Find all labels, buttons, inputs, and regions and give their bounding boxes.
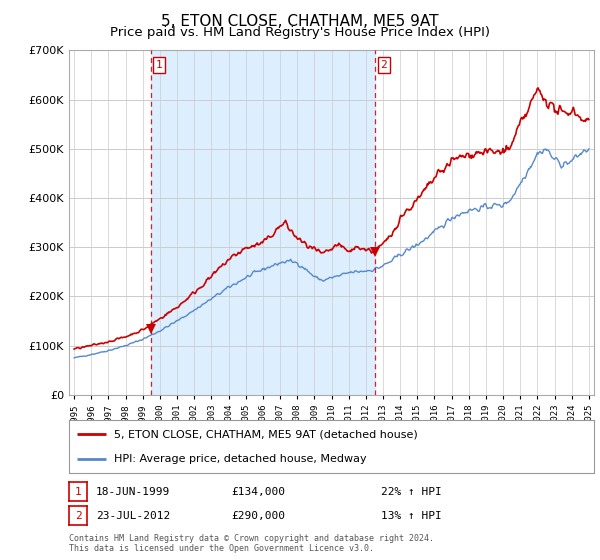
Text: 2: 2 — [380, 60, 387, 70]
Text: 5, ETON CLOSE, CHATHAM, ME5 9AT: 5, ETON CLOSE, CHATHAM, ME5 9AT — [161, 14, 439, 29]
Text: 18-JUN-1999: 18-JUN-1999 — [96, 487, 170, 497]
Text: 2: 2 — [74, 511, 82, 521]
Text: 5, ETON CLOSE, CHATHAM, ME5 9AT (detached house): 5, ETON CLOSE, CHATHAM, ME5 9AT (detache… — [113, 430, 418, 440]
Text: 1: 1 — [156, 60, 163, 70]
Text: £290,000: £290,000 — [231, 511, 285, 521]
Text: HPI: Average price, detached house, Medway: HPI: Average price, detached house, Medw… — [113, 454, 366, 464]
Text: 1: 1 — [74, 487, 82, 497]
Text: Price paid vs. HM Land Registry's House Price Index (HPI): Price paid vs. HM Land Registry's House … — [110, 26, 490, 39]
Text: 13% ↑ HPI: 13% ↑ HPI — [381, 511, 442, 521]
Bar — [151, 50, 375, 395]
Text: 23-JUL-2012: 23-JUL-2012 — [96, 511, 170, 521]
Text: 22% ↑ HPI: 22% ↑ HPI — [381, 487, 442, 497]
Text: Contains HM Land Registry data © Crown copyright and database right 2024.
This d: Contains HM Land Registry data © Crown c… — [69, 534, 434, 553]
Text: £134,000: £134,000 — [231, 487, 285, 497]
